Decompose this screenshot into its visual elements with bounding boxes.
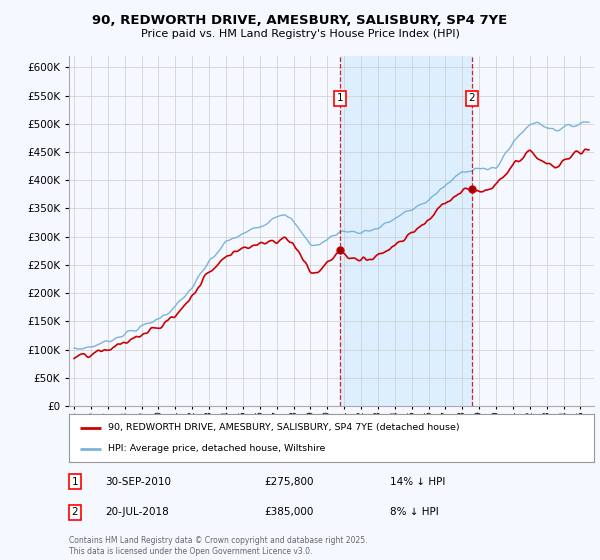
Text: Price paid vs. HM Land Registry's House Price Index (HPI): Price paid vs. HM Land Registry's House … [140,29,460,39]
Text: 1: 1 [337,94,343,104]
Bar [340,56,472,406]
Text: 8% ↓ HPI: 8% ↓ HPI [390,507,439,517]
Text: 1: 1 [71,477,79,487]
Text: 30-SEP-2010: 30-SEP-2010 [105,477,171,487]
Text: 2: 2 [469,94,475,104]
Text: 90, REDWORTH DRIVE, AMESBURY, SALISBURY, SP4 7YE: 90, REDWORTH DRIVE, AMESBURY, SALISBURY,… [92,14,508,27]
Text: £275,800: £275,800 [264,477,314,487]
Text: £385,000: £385,000 [264,507,313,517]
Text: HPI: Average price, detached house, Wiltshire: HPI: Average price, detached house, Wilt… [109,444,326,453]
Text: Contains HM Land Registry data © Crown copyright and database right 2025.
This d: Contains HM Land Registry data © Crown c… [69,536,367,556]
Text: 90, REDWORTH DRIVE, AMESBURY, SALISBURY, SP4 7YE (detached house): 90, REDWORTH DRIVE, AMESBURY, SALISBURY,… [109,423,460,432]
Text: 2: 2 [71,507,79,517]
Text: 20-JUL-2018: 20-JUL-2018 [105,507,169,517]
Text: 14% ↓ HPI: 14% ↓ HPI [390,477,445,487]
